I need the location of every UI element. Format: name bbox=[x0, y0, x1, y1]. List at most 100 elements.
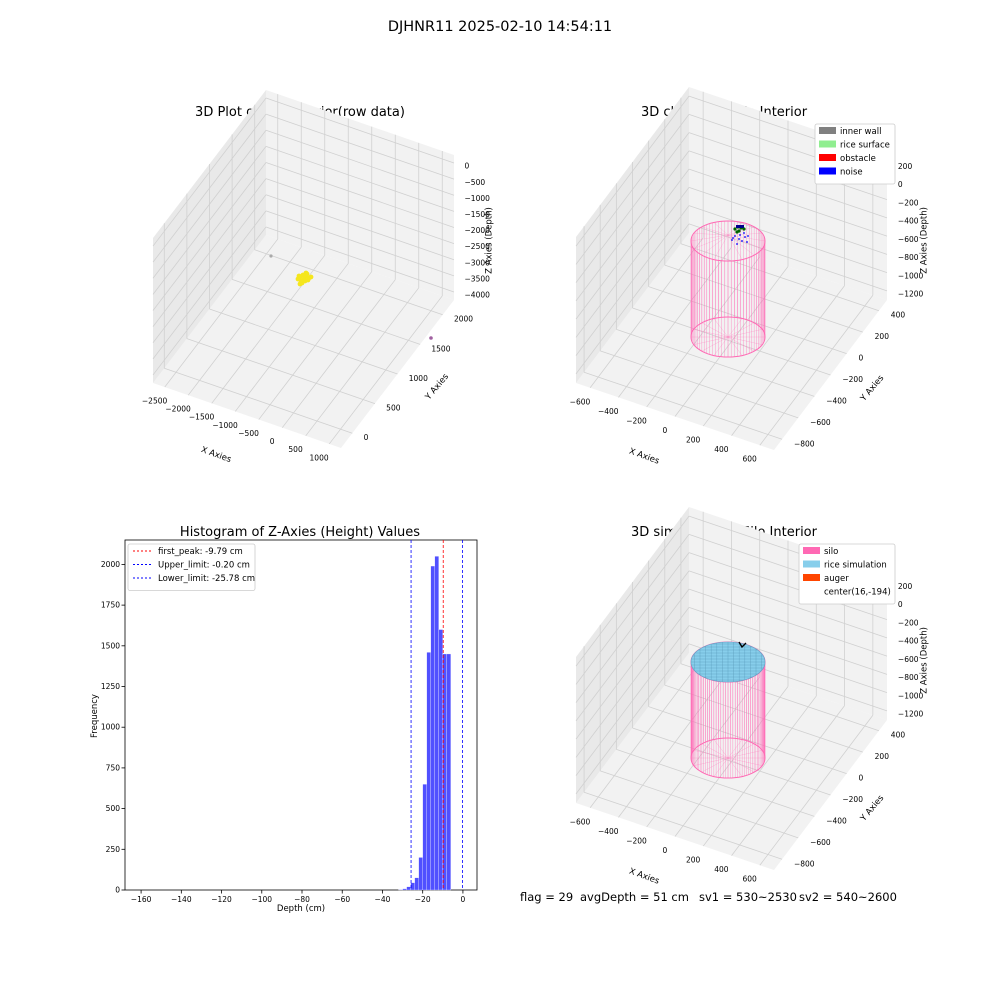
simulation-3d-plot: 3D simulation of Silo Interior −600−400−… bbox=[570, 507, 930, 887]
z-gridline bbox=[688, 570, 888, 639]
depth-histogram: Histogram of Z-Axies (Height) Values −16… bbox=[90, 525, 478, 914]
status-sv1: sv1 = 530~2530 bbox=[699, 890, 797, 904]
silo-floor-spoke bbox=[713, 739, 729, 759]
noise-point bbox=[743, 232, 745, 234]
z-tick-label: −3000 bbox=[465, 258, 491, 267]
raw-data-point bbox=[308, 274, 314, 280]
histogram-reference-lines bbox=[410, 540, 463, 890]
x-tick-label: −200 bbox=[626, 416, 647, 425]
z-gridline bbox=[575, 205, 690, 356]
y-tick-label: −400 bbox=[826, 396, 847, 405]
z-tick-label: 0 bbox=[898, 180, 903, 189]
raw-data-point bbox=[305, 277, 311, 283]
raw-data-point bbox=[303, 270, 309, 276]
z-gridline bbox=[265, 129, 455, 196]
z-tick-label: −2000 bbox=[465, 226, 491, 235]
noise-point bbox=[732, 237, 734, 239]
z-gridline bbox=[265, 210, 455, 277]
x-axis-label: X Axies bbox=[628, 867, 661, 887]
silo-roof-spoke bbox=[693, 234, 729, 249]
silo-floor-spoke bbox=[693, 336, 729, 345]
y-tick-label: 0 bbox=[859, 774, 864, 783]
silo-roof-spoke bbox=[701, 234, 729, 256]
rice-surface-point bbox=[742, 227, 746, 231]
y-tick-label: 250 bbox=[106, 845, 121, 854]
legend-swatch bbox=[819, 127, 836, 134]
z-tick-label: −1200 bbox=[898, 710, 924, 719]
legend-label: Upper_limit: -0.20 cm bbox=[158, 561, 250, 571]
legend-label: first_peak: -9.79 cm bbox=[158, 547, 243, 557]
x-tick-label: 400 bbox=[714, 445, 729, 454]
y-tick-label: 400 bbox=[891, 311, 906, 320]
y-tick-label: 1000 bbox=[101, 723, 120, 732]
y-tick-label: 0 bbox=[364, 433, 369, 442]
z-axis-label: Z Axies (Depth) bbox=[920, 207, 930, 274]
noise-point bbox=[747, 235, 749, 237]
histogram-y-label: Frequency bbox=[90, 694, 100, 738]
raw-plot-panes bbox=[152, 90, 455, 448]
z-gridline bbox=[688, 132, 888, 201]
status-avg-depth: avgDepth = 51 cm bbox=[580, 890, 689, 904]
silo-floor-spoke bbox=[713, 757, 729, 777]
z-gridline bbox=[688, 625, 888, 694]
legend-label: rice simulation bbox=[824, 561, 887, 571]
z-gridline bbox=[575, 515, 690, 667]
rice-surface-point bbox=[733, 227, 737, 231]
z-tick-label: −1500 bbox=[465, 210, 491, 219]
y-tick-label: 1250 bbox=[101, 682, 120, 691]
silo-floor-spoke bbox=[727, 336, 743, 356]
x-tick-label: 1000 bbox=[310, 453, 329, 462]
y-gridline bbox=[600, 350, 799, 419]
histogram-bar bbox=[414, 877, 419, 891]
y-tick-label: 400 bbox=[891, 731, 906, 740]
x-tick-label: 200 bbox=[686, 436, 701, 445]
z-gridline bbox=[688, 588, 888, 657]
z-tick-label: −200 bbox=[898, 198, 919, 207]
silo-floor-spoke bbox=[727, 322, 755, 338]
simulation-plot-surface bbox=[690, 641, 766, 779]
z-axis-label: Z Axies (Depth) bbox=[485, 207, 495, 274]
x-tick-label: 0 bbox=[662, 426, 667, 435]
silo-roof-spoke bbox=[713, 234, 729, 260]
legend-swatch bbox=[803, 574, 820, 581]
z-tick-label: −4000 bbox=[465, 291, 491, 300]
legend-label: inner wall bbox=[840, 127, 881, 137]
x-axis-label: X Axies bbox=[628, 447, 661, 467]
silo-floor-spoke bbox=[727, 739, 743, 759]
y-gridline bbox=[231, 279, 421, 345]
z-gridline bbox=[575, 643, 690, 795]
y-tick-label: 1500 bbox=[101, 641, 120, 650]
raw-data-3d-plot: 3D Plot of Silo Interior(row data) −2500… bbox=[142, 90, 495, 465]
histogram-bar bbox=[446, 653, 452, 891]
silo-floor-spoke bbox=[693, 750, 729, 759]
z-tick-label: 200 bbox=[898, 582, 913, 591]
silo-floor-spoke bbox=[701, 322, 729, 338]
z-gridline bbox=[688, 150, 888, 219]
histogram-frame bbox=[124, 539, 478, 891]
z-tick-label: −800 bbox=[898, 253, 919, 262]
y-gridline bbox=[583, 371, 783, 440]
z-gridline bbox=[152, 162, 267, 311]
z-tick-label: −1000 bbox=[465, 194, 491, 203]
z-gridline bbox=[152, 146, 267, 295]
z-tick-label: −3500 bbox=[465, 274, 491, 283]
y-tick-label: −400 bbox=[826, 816, 847, 825]
legend-label: Lower_limit: -25.78 cm bbox=[158, 574, 255, 584]
histogram-x-label: Depth (cm) bbox=[277, 904, 325, 914]
y-gridline bbox=[164, 367, 353, 434]
z-gridline bbox=[575, 552, 690, 703]
histogram-bar bbox=[418, 857, 423, 891]
x-tick-label: −600 bbox=[570, 817, 591, 826]
z-gridline bbox=[152, 130, 267, 279]
y-tick-label: −600 bbox=[810, 418, 831, 427]
z-tick-label: −500 bbox=[465, 178, 486, 187]
noise-cluster bbox=[736, 225, 744, 228]
silo-floor-spoke bbox=[727, 743, 755, 759]
histogram-bar bbox=[430, 565, 435, 891]
z-gridline bbox=[152, 226, 267, 376]
x-tick-label: −60 bbox=[334, 895, 350, 904]
silo-roof-spoke bbox=[727, 234, 763, 249]
x-tick-label: 0 bbox=[270, 437, 275, 446]
x-tick-label: −2500 bbox=[142, 396, 168, 405]
y-tick-label: 0 bbox=[859, 354, 864, 363]
